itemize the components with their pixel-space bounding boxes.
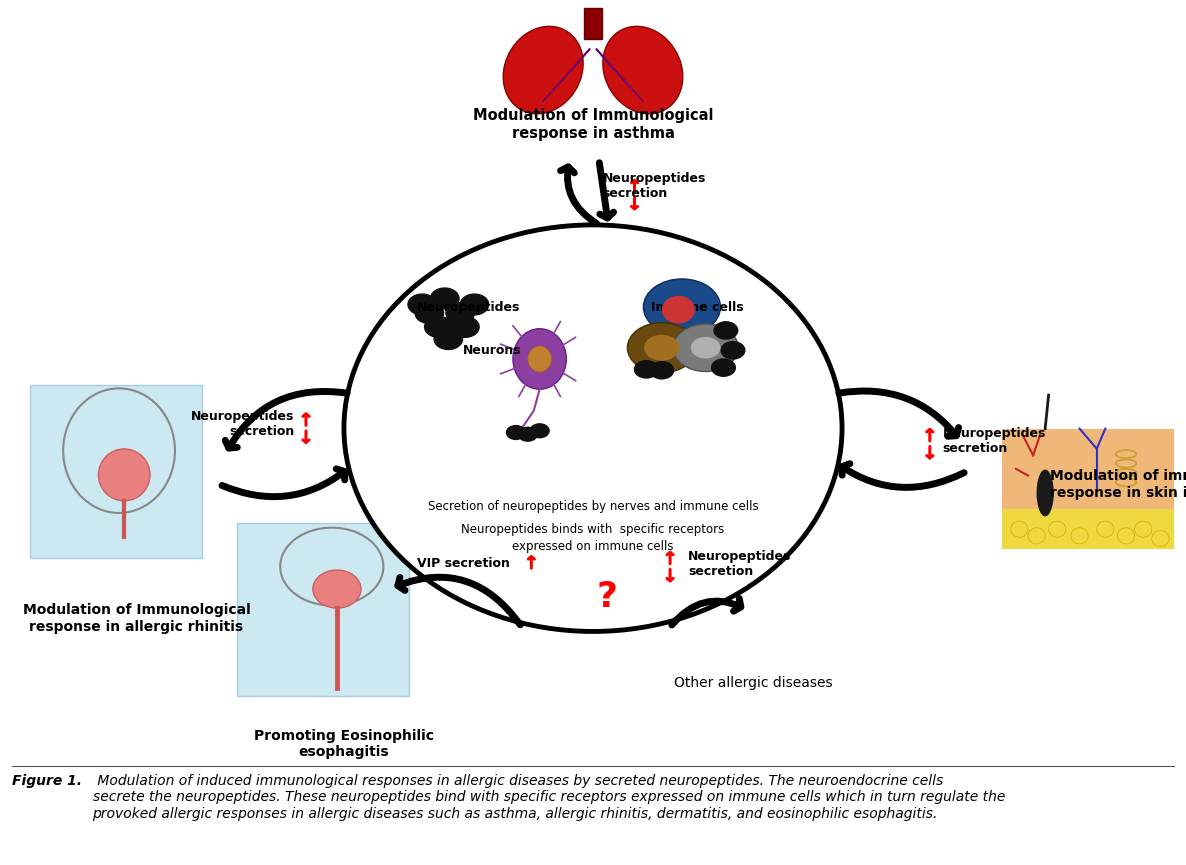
Ellipse shape [313, 570, 361, 608]
Text: Neuropeptides
secretion: Neuropeptides secretion [191, 410, 294, 438]
Ellipse shape [1028, 528, 1045, 544]
Text: Neuropeptides
secretion: Neuropeptides secretion [602, 172, 706, 200]
Circle shape [415, 303, 444, 324]
Ellipse shape [1071, 528, 1089, 544]
Text: Figure 1.: Figure 1. [12, 774, 82, 788]
Ellipse shape [643, 279, 720, 335]
Text: Neuropeptides
secretion: Neuropeptides secretion [688, 550, 791, 578]
Ellipse shape [1010, 521, 1028, 537]
Ellipse shape [690, 336, 720, 358]
Ellipse shape [1117, 528, 1135, 544]
Text: VIP secretion: VIP secretion [417, 557, 510, 571]
FancyBboxPatch shape [237, 523, 409, 696]
Circle shape [518, 427, 537, 441]
Circle shape [460, 294, 489, 315]
Text: ?: ? [597, 580, 618, 614]
FancyBboxPatch shape [1002, 509, 1174, 549]
Ellipse shape [662, 296, 695, 324]
Text: Modulation of Immunological
response in allergic rhinitis: Modulation of Immunological response in … [23, 604, 250, 633]
Ellipse shape [512, 329, 566, 389]
FancyBboxPatch shape [30, 385, 202, 558]
Ellipse shape [503, 26, 584, 114]
Ellipse shape [602, 26, 683, 114]
Ellipse shape [1152, 530, 1169, 547]
Circle shape [408, 294, 436, 315]
Circle shape [446, 303, 474, 324]
Text: Neuropeptides binds with  specific receptors: Neuropeptides binds with specific recept… [461, 522, 725, 536]
Ellipse shape [528, 346, 551, 372]
Text: Neuropeptides: Neuropeptides [416, 300, 521, 314]
Ellipse shape [1097, 521, 1114, 537]
Ellipse shape [344, 225, 842, 631]
Circle shape [721, 342, 745, 359]
Circle shape [425, 317, 453, 337]
Text: Neuropeptides
secretion: Neuropeptides secretion [943, 427, 1046, 455]
Text: Promoting Eosinophilic
esophagitis: Promoting Eosinophilic esophagitis [254, 729, 434, 759]
Circle shape [431, 288, 459, 309]
Circle shape [714, 322, 738, 339]
Text: Other allergic diseases: Other allergic diseases [674, 676, 833, 690]
Text: Immune cells: Immune cells [651, 300, 744, 314]
Text: Modulation of induced immunological responses in allergic diseases by secreted n: Modulation of induced immunological resp… [93, 774, 1005, 821]
Ellipse shape [672, 324, 738, 372]
Circle shape [635, 361, 658, 378]
Ellipse shape [627, 323, 696, 373]
Ellipse shape [1048, 521, 1066, 537]
Text: Neurons: Neurons [463, 343, 522, 357]
Circle shape [434, 329, 463, 349]
Ellipse shape [644, 335, 680, 361]
Circle shape [451, 317, 479, 337]
Circle shape [530, 424, 549, 438]
FancyBboxPatch shape [1002, 429, 1174, 516]
Ellipse shape [98, 449, 149, 501]
Circle shape [506, 426, 525, 439]
Ellipse shape [1037, 470, 1053, 516]
Text: Secretion of neuropeptides by nerves and immune cells: Secretion of neuropeptides by nerves and… [428, 499, 758, 513]
FancyBboxPatch shape [585, 8, 601, 39]
Text: Modulation of Immunological
response in asthma: Modulation of Immunological response in … [473, 108, 713, 140]
Circle shape [712, 359, 735, 376]
Ellipse shape [1135, 521, 1152, 537]
Circle shape [650, 362, 674, 379]
Text: Modulation of immunological
response in skin inflammation: Modulation of immunological response in … [1050, 470, 1186, 499]
Text: expressed on immune cells: expressed on immune cells [512, 540, 674, 554]
